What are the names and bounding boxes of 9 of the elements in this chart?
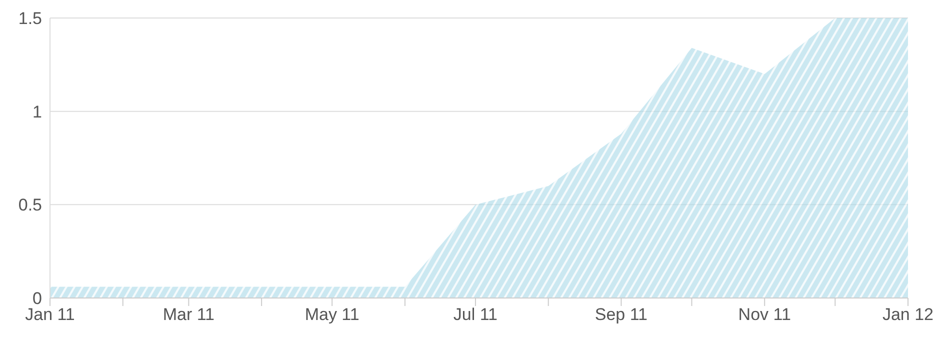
x-tick-label: Nov 11 (738, 305, 791, 324)
x-tick-label: Jan 12 (882, 305, 934, 324)
y-tick-label: 1 (32, 102, 42, 122)
x-tick-label: Jul 11 (453, 305, 498, 324)
y-tick-label: 1.5 (18, 9, 42, 28)
x-tick-label: Sep 11 (594, 305, 648, 324)
x-tick-label: May 11 (304, 305, 360, 324)
x-tick-label: Mar 11 (162, 305, 215, 324)
y-tick-label: 0.5 (18, 196, 42, 215)
